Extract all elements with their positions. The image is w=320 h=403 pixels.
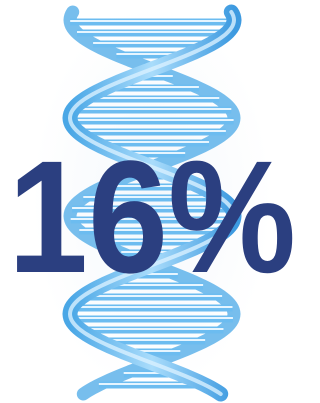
dna-infographic: 16% — [0, 0, 305, 403]
headline: 16% — [8, 127, 296, 306]
